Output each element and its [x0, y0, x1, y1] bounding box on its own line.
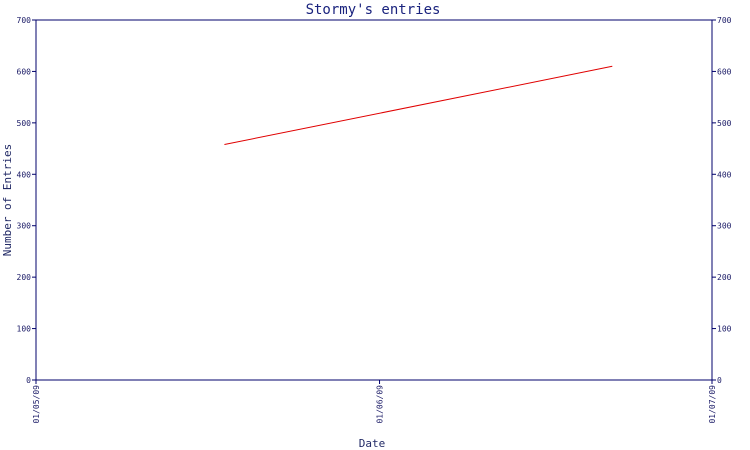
y-tick-label-left: 200 [17, 273, 32, 282]
y-tick-label-left: 500 [17, 119, 32, 128]
series-line [224, 65, 613, 145]
x-axis-label: Date [359, 437, 386, 450]
axes [35, 19, 713, 381]
y-tick-label-right: 400 [717, 170, 732, 179]
y-tick-label-left: 700 [17, 16, 32, 25]
y-tick-label-left: 0 [26, 376, 31, 385]
series-group [224, 65, 613, 145]
y-tick-label-left: 400 [17, 170, 32, 179]
y-tick-label-right: 700 [717, 16, 732, 25]
y-tick-label-left: 300 [17, 222, 32, 231]
x-tick-label: 01/06/09 [376, 385, 385, 424]
x-axis-ticks: 01/05/09 01/06/09 01/07/09 [32, 380, 717, 424]
x-tick-label: 01/07/09 [708, 385, 717, 424]
y-tick-label-right: 500 [717, 119, 732, 128]
y-tick-label-right: 300 [717, 222, 732, 231]
y-tick-label-right: 100 [717, 325, 732, 334]
y-tick-label-right: 600 [717, 67, 732, 76]
chart-title: Stormy's entries [306, 2, 441, 18]
y-axis-label: Number of Entries [1, 144, 14, 257]
y-axis-ticks: 0 0 100 100 200 200 300 300 400 400 500 500 600 600 70… [17, 16, 732, 385]
y-tick-label-right: 200 [717, 273, 732, 282]
y-tick-label-right: 0 [717, 376, 722, 385]
y-tick-label-left: 100 [17, 325, 32, 334]
y-tick-label-left: 600 [17, 67, 32, 76]
x-tick-label: 01/05/09 [32, 385, 41, 424]
